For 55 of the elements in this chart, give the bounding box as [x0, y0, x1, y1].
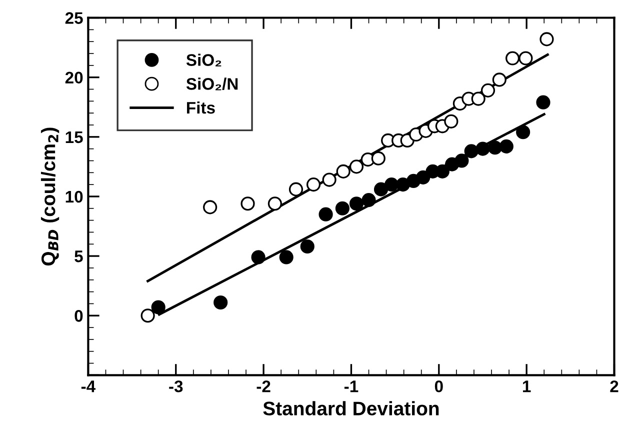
point: [336, 164, 350, 178]
point: [240, 196, 255, 211]
point: [506, 51, 520, 66]
point: [140, 308, 155, 323]
point: [480, 83, 496, 98]
point: [318, 207, 333, 222]
x-tick-label: -4: [81, 380, 96, 392]
point: [396, 178, 410, 192]
legend-label: SiO₂/N: [186, 78, 238, 90]
point: [349, 160, 364, 174]
point: [203, 200, 218, 214]
point: [416, 170, 430, 184]
point: [492, 72, 506, 87]
x-tick-label: 1: [522, 380, 531, 392]
point: [471, 92, 486, 106]
point: [464, 144, 478, 158]
legend-label: SiO₂: [186, 54, 222, 66]
point: [499, 139, 514, 154]
point: [444, 114, 458, 128]
point: [251, 250, 266, 264]
point: [540, 32, 554, 46]
point: [288, 182, 304, 196]
point: [335, 201, 350, 216]
y-tick-label: 0: [74, 310, 83, 322]
x-tick-label: -2: [256, 380, 270, 392]
point: [518, 51, 533, 66]
point: [454, 154, 469, 168]
y-tick-label: 10: [66, 190, 83, 203]
y-tick-label: 20: [65, 72, 83, 84]
point: [536, 95, 550, 110]
x-tick-label: 0: [434, 380, 443, 392]
point: [268, 196, 282, 211]
x-axis-title: Standard Deviation: [263, 401, 439, 416]
point: [374, 182, 388, 196]
point: [362, 193, 376, 208]
point: [322, 172, 336, 187]
y-tick-label: 25: [65, 12, 83, 24]
y-tick-label: 5: [74, 250, 83, 262]
point: [300, 239, 314, 254]
point: [349, 196, 364, 211]
y-axis-title: Q$_{BD}$ (coul/cm$_{2}$): [40, 128, 60, 266]
point: [151, 300, 166, 314]
y-tick-label: 15: [66, 131, 83, 144]
point: [214, 295, 228, 310]
legend-label: Fits: [187, 101, 215, 114]
point: [384, 178, 399, 192]
point: [488, 140, 502, 155]
point: [306, 178, 321, 192]
x-tick-label: -3: [169, 380, 183, 392]
x-tick-label: -1: [344, 380, 358, 392]
point: [279, 250, 294, 264]
x-tick-label: 2: [610, 380, 618, 392]
point: [371, 151, 386, 166]
point: [476, 142, 490, 156]
point: [516, 125, 530, 140]
